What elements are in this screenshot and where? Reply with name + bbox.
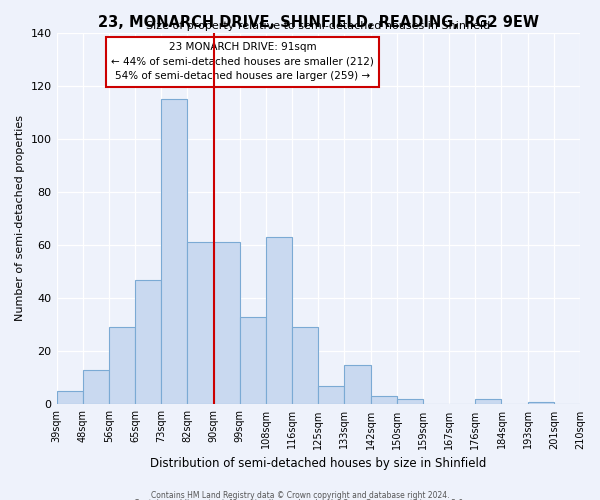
- Bar: [318, 386, 344, 404]
- Bar: [214, 242, 240, 404]
- Bar: [475, 399, 502, 404]
- Bar: [527, 402, 554, 404]
- Bar: [397, 399, 423, 404]
- Bar: [56, 391, 83, 404]
- Text: Contains HM Land Registry data © Crown copyright and database right 2024.: Contains HM Land Registry data © Crown c…: [151, 490, 449, 500]
- X-axis label: Distribution of semi-detached houses by size in Shinfield: Distribution of semi-detached houses by …: [150, 457, 487, 470]
- Bar: [161, 99, 187, 404]
- Title: 23, MONARCH DRIVE, SHINFIELD, READING, RG2 9EW: 23, MONARCH DRIVE, SHINFIELD, READING, R…: [98, 15, 539, 30]
- Bar: [371, 396, 397, 404]
- Bar: [187, 242, 214, 404]
- Bar: [344, 364, 371, 405]
- Bar: [240, 317, 266, 404]
- Text: Size of property relative to semi-detached houses in Shinfield: Size of property relative to semi-detach…: [146, 20, 490, 30]
- Y-axis label: Number of semi-detached properties: Number of semi-detached properties: [15, 116, 25, 322]
- Bar: [109, 328, 135, 404]
- Bar: [135, 280, 161, 404]
- Bar: [292, 328, 318, 404]
- Text: Contains public sector information licensed under the Open Government Licence v3: Contains public sector information licen…: [134, 499, 466, 500]
- Bar: [266, 237, 292, 404]
- Text: 23 MONARCH DRIVE: 91sqm
← 44% of semi-detached houses are smaller (212)
54% of s: 23 MONARCH DRIVE: 91sqm ← 44% of semi-de…: [111, 42, 374, 82]
- Bar: [83, 370, 109, 404]
